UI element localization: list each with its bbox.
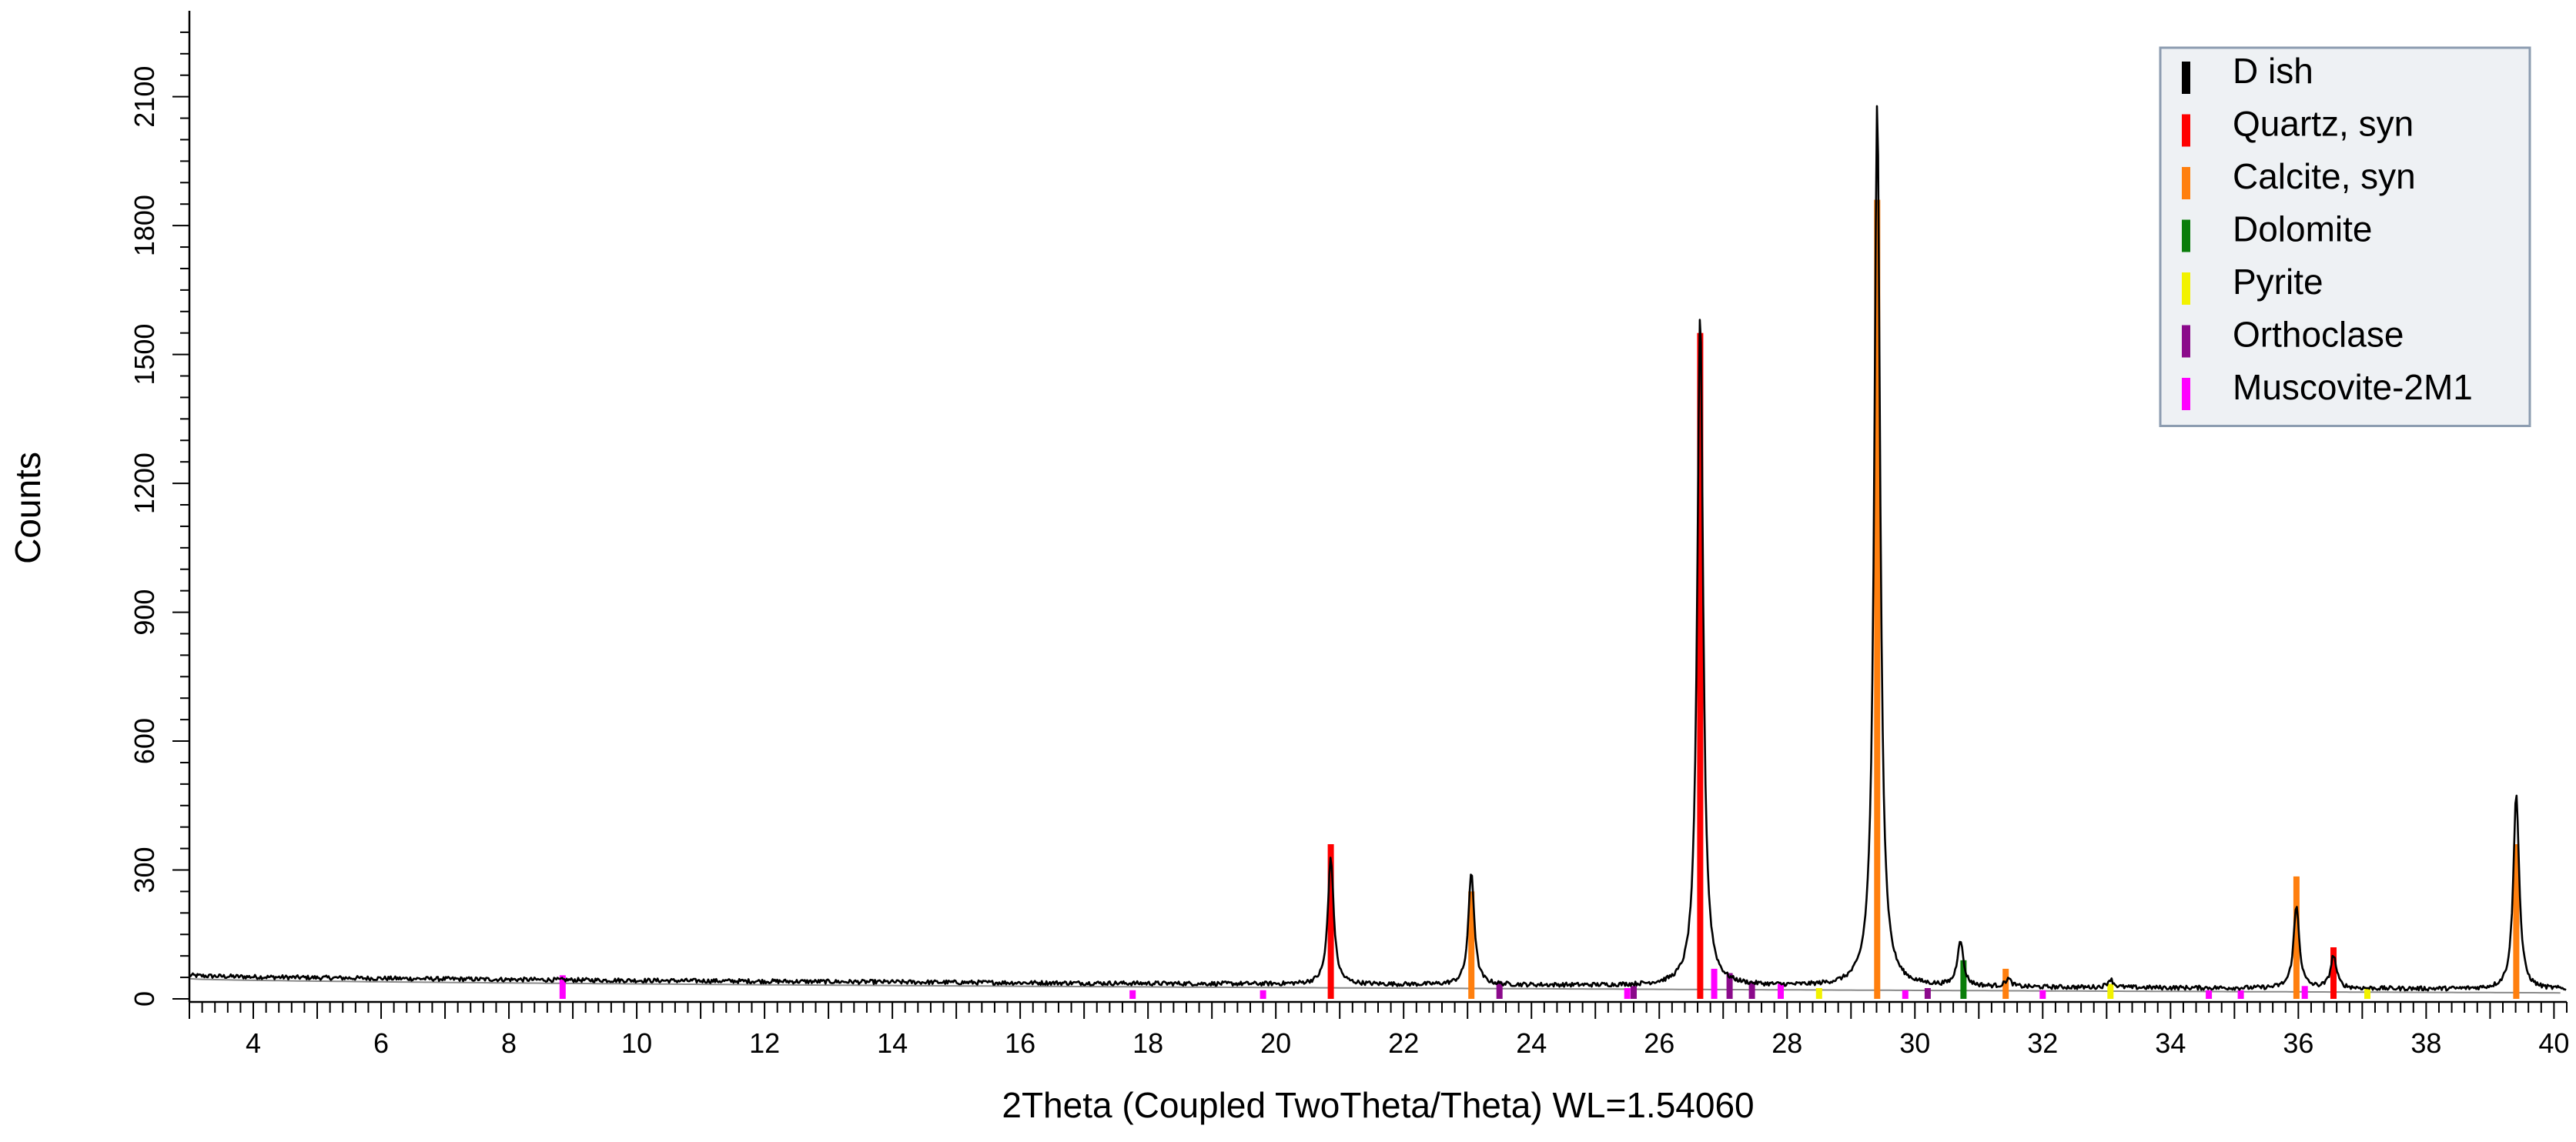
y-tick-label: 1200 <box>129 452 160 514</box>
pattern-line-d-ish <box>188 105 2567 992</box>
marker-muscovite-2m1 <box>1624 988 1631 999</box>
marker-muscovite-2m1 <box>1902 990 1909 999</box>
y-tick-label: 1500 <box>129 324 160 386</box>
legend-swatch <box>2182 272 2190 305</box>
marker-muscovite-2m1 <box>2039 990 2046 999</box>
legend-swatch <box>2182 114 2190 147</box>
marker-calcite-syn <box>1874 199 1881 1000</box>
x-tick-label: 26 <box>1644 1027 1674 1059</box>
legend-label: Dolomite <box>2233 209 2373 249</box>
marker-orthoclase <box>1496 981 1503 999</box>
x-tick-label: 14 <box>877 1027 908 1059</box>
marker-muscovite-2m1 <box>1711 968 1718 999</box>
legend-item-dolomite: Dolomite <box>2182 209 2373 252</box>
x-axis-title: 2Theta (Coupled TwoTheta/Theta) WL=1.540… <box>1002 1085 1754 1125</box>
legend-label: Muscovite-2M1 <box>2233 367 2473 407</box>
x-tick-label: 12 <box>749 1027 780 1059</box>
marker-pyrite <box>2364 988 2370 999</box>
y-axis-ticks: 0 300 600 900 1200 1500 1800 2100 <box>129 31 189 1007</box>
legend-swatch <box>2182 325 2190 358</box>
marker-orthoclase <box>1748 981 1755 999</box>
legend-swatch <box>2182 219 2190 252</box>
y-tick-label: 1800 <box>129 195 160 256</box>
x-tick-label: 16 <box>1005 1027 1035 1059</box>
marker-muscovite-2m1 <box>559 975 566 999</box>
y-tick-label: 600 <box>129 718 160 764</box>
marker-muscovite-2m1 <box>2237 990 2244 999</box>
marker-pyrite <box>2107 983 2114 999</box>
y-axis-title: Counts <box>8 452 48 564</box>
legend-item-orthoclase: Orthoclase <box>2182 315 2404 358</box>
x-tick-label: 40 <box>2538 1027 2569 1059</box>
x-tick-label: 20 <box>1260 1027 1291 1059</box>
background-curve <box>189 977 2561 994</box>
legend-swatch <box>2182 62 2190 94</box>
marker-orthoclase <box>1631 986 1637 999</box>
x-tick-label: 28 <box>1771 1027 1802 1059</box>
legend-item-d-ish: D ish <box>2182 51 2313 94</box>
y-tick-label: 2100 <box>129 66 160 128</box>
marker-pyrite <box>1815 988 1822 999</box>
x-tick-label: 22 <box>1388 1027 1419 1059</box>
plot-area <box>188 105 2567 1000</box>
x-tick-label: 30 <box>1899 1027 1930 1059</box>
y-tick-label: 300 <box>129 846 160 893</box>
marker-muscovite-2m1 <box>2206 990 2213 999</box>
legend-label: Calcite, syn <box>2233 156 2416 196</box>
x-tick-label: 4 <box>246 1027 261 1059</box>
marker-quartz-syn <box>1697 332 1704 999</box>
x-tick-label: 8 <box>501 1027 517 1059</box>
x-tick-label: 34 <box>2155 1027 2186 1059</box>
x-tick-label: 36 <box>2283 1027 2313 1059</box>
legend-item-quartz-syn: Quartz, syn <box>2182 104 2414 147</box>
legend-label: Quartz, syn <box>2233 104 2414 144</box>
marker-calcite-syn <box>1468 891 1475 999</box>
x-tick-label: 24 <box>1516 1027 1547 1059</box>
x-tick-label: 6 <box>373 1027 389 1059</box>
marker-orthoclase <box>1924 988 1931 999</box>
legend-item-calcite-syn: Calcite, syn <box>2182 156 2416 199</box>
y-tick-label: 900 <box>129 589 160 636</box>
phase-markers <box>559 199 2520 1000</box>
marker-dolomite <box>1960 960 1967 999</box>
marker-calcite-syn <box>2513 844 2520 999</box>
y-tick-label: 0 <box>129 991 160 1007</box>
legend-label: Orthoclase <box>2233 315 2404 355</box>
legend-swatch <box>2182 167 2190 199</box>
legend-swatch <box>2182 378 2190 410</box>
marker-muscovite-2m1 <box>1778 983 1784 999</box>
legend-box <box>2159 46 2531 427</box>
x-axis-ticks: 4 6 8 10 12 14 16 18 20 22 24 26 28 30 32 34 36 38 40 <box>189 1002 2569 1059</box>
axes: 4 6 8 10 12 14 16 18 20 22 24 26 28 30 32 34 36 38 40 0 300… <box>129 11 2569 1059</box>
legend-items: D ish Quartz, syn Calcite, syn Dolomite Pyri… <box>2182 51 2473 410</box>
legend-label: Pyrite <box>2233 262 2323 302</box>
legend-label: D ish <box>2233 51 2313 91</box>
marker-muscovite-2m1 <box>2301 986 2308 999</box>
x-tick-label: 10 <box>621 1027 652 1059</box>
marker-orthoclase <box>1726 973 1733 999</box>
marker-muscovite-2m1 <box>1129 990 1136 999</box>
marker-muscovite-2m1 <box>1260 990 1266 999</box>
x-tick-label: 18 <box>1132 1027 1163 1059</box>
legend-item-pyrite: Pyrite <box>2182 262 2323 305</box>
marker-quartz-syn <box>1327 844 1334 999</box>
legend: D ish Quartz, syn Calcite, syn Dolomite Pyri… <box>2159 46 2531 427</box>
x-tick-label: 32 <box>2027 1027 2058 1059</box>
legend-item-muscovite-2m1: Muscovite-2M1 <box>2182 367 2473 410</box>
marker-quartz-syn <box>2330 947 2337 999</box>
marker-calcite-syn <box>2293 876 2300 999</box>
x-tick-label: 38 <box>2410 1027 2441 1059</box>
